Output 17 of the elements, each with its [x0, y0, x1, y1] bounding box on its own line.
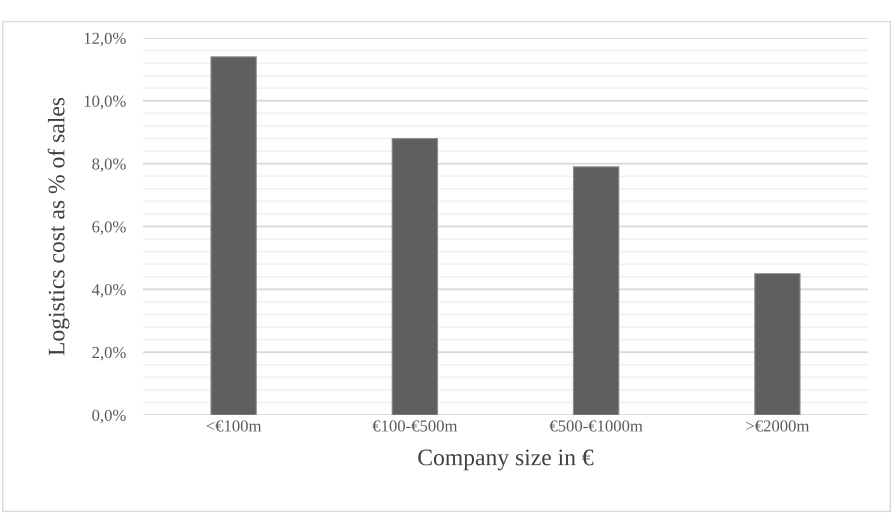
x-tick-label: <€100m	[206, 420, 262, 432]
bar	[392, 138, 438, 415]
bar	[754, 273, 801, 415]
y-tick-label: 4,0%	[92, 284, 126, 298]
y-tick-label: 6,0%	[92, 221, 126, 235]
x-tick-label: >€2000m	[746, 420, 810, 432]
x-tick-label: €500-€1000m	[550, 420, 643, 432]
bar	[210, 56, 257, 415]
x-tick-label: €100-€500m	[372, 420, 458, 432]
y-tick-label: 8,0%	[92, 158, 126, 172]
y-axis-title: Logistics cost as % of sales	[48, 98, 70, 356]
x-axis-title: Company size in €	[418, 450, 594, 470]
y-tick-label: 10,0%	[84, 96, 126, 110]
bar	[572, 166, 620, 415]
y-tick-label: 2,0%	[92, 346, 126, 361]
y-tick-label: 0,0%	[92, 410, 126, 424]
y-tick-label: 12,0%	[84, 32, 126, 46]
